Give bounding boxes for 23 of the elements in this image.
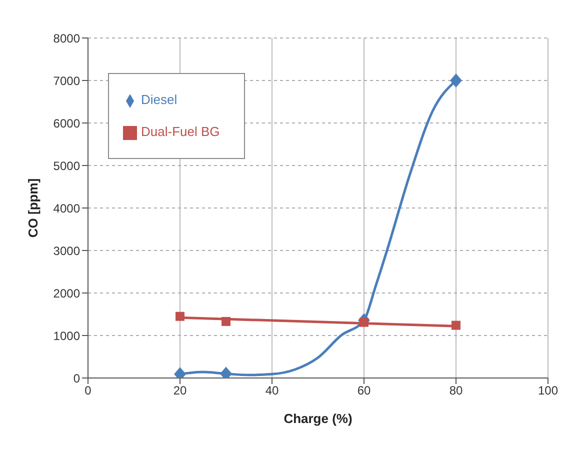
y-tick-label: 7000: [53, 74, 80, 88]
x-tick-label: 20: [173, 384, 187, 398]
x-tick-label: 100: [538, 384, 558, 398]
x-axis-title: Charge (%): [284, 411, 352, 426]
y-tick-label: 3000: [53, 244, 80, 258]
y-tick-label: 0: [73, 371, 80, 386]
y-tick-label: 8000: [53, 31, 80, 46]
legend-label: Diesel: [141, 92, 178, 107]
point: [452, 320, 460, 330]
legend-label: Dual-Fuel BG: [141, 124, 220, 139]
x-tick-label: 80: [449, 384, 463, 398]
y-axis-title: CO [ppm]: [26, 178, 41, 238]
y-tick-label: 1000: [53, 328, 80, 343]
x-tick-label: 40: [265, 384, 279, 398]
y-tick-label: 4000: [53, 201, 80, 216]
x-tick-label: 0: [84, 384, 92, 398]
y-tick-label: 5000: [53, 158, 80, 173]
point: [450, 74, 462, 88]
x-tick-label: 60: [357, 384, 371, 398]
y-tick-label: 2000: [53, 286, 80, 300]
y-tick-label: 6000: [53, 116, 80, 130]
point: [176, 312, 184, 321]
point: [222, 316, 230, 326]
